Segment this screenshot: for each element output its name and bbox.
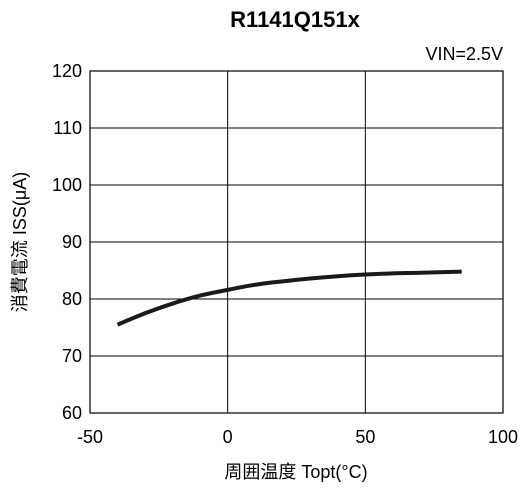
x-tick-label: 100	[488, 427, 518, 447]
series	[116, 269, 462, 327]
x-tick-label: -50	[77, 427, 103, 447]
grid	[90, 71, 503, 413]
y-tick-label: 80	[62, 289, 82, 309]
x-tick-label: 0	[223, 427, 233, 447]
y-tick-label: 60	[62, 403, 82, 423]
x-tick-label: 50	[355, 427, 375, 447]
y-tick-label: 110	[53, 118, 82, 138]
y-tick-label: 90	[62, 232, 82, 252]
condition-label: VIN=2.5V	[425, 44, 503, 64]
series-line	[116, 269, 462, 327]
plot-area-frame	[89, 70, 504, 414]
tick-labels: 60 70 80 90 100 110 120 -50 0 50 100	[52, 61, 518, 447]
y-tick-label: 100	[52, 175, 82, 195]
y-axis-label: 消費電流 ISS(μA)	[10, 172, 30, 312]
chart-title: R1141Q151x	[230, 7, 360, 32]
y-tick-label: 70	[62, 346, 82, 366]
y-tick-label: 120	[52, 61, 82, 81]
x-axis-label: 周囲温度 Topt(°C)	[224, 462, 367, 482]
